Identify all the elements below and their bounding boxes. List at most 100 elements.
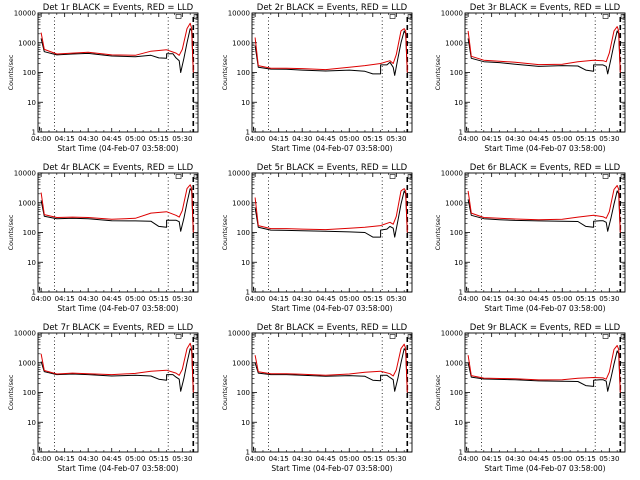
x-tick-label: 05:30: [599, 295, 619, 303]
x-tick-label: 05:00: [125, 295, 145, 303]
y-tick-label: 1000: [445, 359, 463, 367]
x-tick-label: 05:30: [599, 455, 619, 463]
plot-frame: [464, 12, 626, 133]
y-tick-label: 1: [246, 289, 250, 297]
y-axis-label: Counts/sec: [221, 54, 229, 90]
events-series-line: [254, 30, 408, 76]
corner-box-symbol: [389, 334, 396, 339]
x-tick-label: 04:30: [78, 455, 98, 463]
y-tick-label: 100: [23, 389, 36, 397]
plot-title: Det 2r BLACK = Events, RED = LLD: [257, 3, 408, 13]
x-tick-label: 04:45: [102, 455, 122, 463]
x-tick-label: 04:15: [269, 135, 289, 143]
y-tick-label: 1000: [232, 359, 250, 367]
x-tick-label: 05:00: [339, 455, 359, 463]
x-tick-label: 04:00: [458, 455, 478, 463]
y-tick-label: 100: [23, 69, 36, 77]
lld-series-line: [254, 343, 408, 393]
detector-plot: Det 6r BLACK = Events, RED = LLD Start Ti…: [434, 163, 626, 313]
corner-box-symbol: [620, 174, 625, 179]
y-tick-label: 1: [459, 289, 463, 297]
x-tick-label: 04:15: [482, 455, 502, 463]
x-tick-label: 05:30: [172, 455, 192, 463]
x-tick-label: 05:15: [149, 295, 169, 303]
x-axis-label: Start Time (04-Feb-07 03:58:00): [271, 304, 392, 313]
x-axis-label: Start Time (04-Feb-07 03:58:00): [484, 464, 605, 473]
corner-box-symbol: [193, 14, 198, 19]
corner-box-symbol: [407, 14, 412, 19]
x-tick-label: 04:30: [292, 135, 312, 143]
x-tick-label: 05:15: [363, 295, 383, 303]
x-tick-label: 04:30: [505, 295, 525, 303]
y-tick-label: 10: [27, 99, 36, 107]
y-tick-label: 10000: [14, 170, 36, 178]
y-tick-label: 10000: [441, 10, 463, 18]
y-axis-label: Counts/sec: [434, 54, 442, 90]
plot-frame: [251, 172, 413, 293]
lld-series-line: [467, 185, 621, 233]
corner-box-symbol: [193, 174, 198, 179]
x-axis-label: Start Time (04-Feb-07 03:58:00): [57, 304, 178, 313]
y-tick-label: 10: [241, 419, 250, 427]
y-tick-label: 10000: [228, 170, 250, 178]
x-tick-label: 04:45: [102, 295, 122, 303]
plot-frame: [37, 12, 199, 133]
x-tick-label: 05:30: [172, 295, 192, 303]
corner-box-symbol: [407, 174, 412, 179]
events-series-line: [254, 190, 408, 238]
events-series-line: [467, 350, 621, 393]
lld-series-line: [467, 26, 621, 73]
lld-series-line: [40, 22, 194, 73]
y-tick-label: 10: [27, 259, 36, 267]
x-tick-label: 04:45: [316, 295, 336, 303]
y-tick-label: 10000: [441, 170, 463, 178]
y-tick-label: 10: [27, 419, 36, 427]
corner-box-symbol: [602, 334, 609, 339]
x-axis-label: Start Time (04-Feb-07 03:58:00): [57, 464, 178, 473]
x-tick-label: 05:00: [552, 295, 572, 303]
x-tick-label: 04:30: [292, 455, 312, 463]
x-tick-label: 05:30: [386, 135, 406, 143]
x-tick-label: 04:45: [529, 135, 549, 143]
x-tick-label: 05:30: [386, 295, 406, 303]
x-tick-label: 04:45: [316, 135, 336, 143]
corner-box-symbol: [620, 334, 625, 339]
x-tick-label: 04:00: [245, 295, 265, 303]
plot-title: Det 1r BLACK = Events, RED = LLD: [43, 3, 194, 13]
lld-series-line: [40, 342, 194, 393]
plot-frame: [251, 12, 413, 133]
x-tick-label: 04:30: [505, 455, 525, 463]
x-axis-label: Start Time (04-Feb-07 03:58:00): [484, 304, 605, 313]
y-tick-label: 100: [450, 229, 463, 237]
events-series-line: [40, 348, 194, 393]
x-axis-label: Start Time (04-Feb-07 03:58:00): [271, 464, 392, 473]
x-tick-label: 04:45: [529, 455, 549, 463]
corner-box-symbol: [175, 334, 182, 339]
events-series-line: [467, 190, 621, 233]
y-tick-label: 10000: [14, 330, 36, 338]
detector-plot: Det 3r BLACK = Events, RED = LLD Start Ti…: [434, 3, 626, 153]
x-tick-label: 05:15: [576, 135, 596, 143]
y-tick-label: 1: [32, 449, 36, 457]
x-tick-label: 05:15: [363, 455, 383, 463]
x-tick-label: 05:15: [363, 135, 383, 143]
x-tick-label: 05:00: [552, 135, 572, 143]
x-tick-label: 05:15: [576, 455, 596, 463]
x-tick-label: 05:00: [339, 135, 359, 143]
y-axis-label: Counts/sec: [221, 374, 229, 410]
x-tick-label: 05:15: [149, 455, 169, 463]
x-tick-label: 04:15: [482, 295, 502, 303]
y-axis-label: Counts/sec: [7, 374, 15, 410]
y-tick-label: 1: [459, 449, 463, 457]
x-axis-label: Start Time (04-Feb-07 03:58:00): [271, 144, 392, 153]
y-axis-label: Counts/sec: [434, 214, 442, 250]
y-tick-label: 1: [246, 449, 250, 457]
lld-series-line: [254, 188, 408, 233]
x-tick-label: 04:30: [78, 135, 98, 143]
y-tick-label: 10: [454, 259, 463, 267]
y-tick-label: 10: [241, 99, 250, 107]
y-tick-label: 1000: [18, 199, 36, 207]
x-tick-label: 04:45: [529, 295, 549, 303]
y-axis-label: Counts/sec: [7, 54, 15, 90]
